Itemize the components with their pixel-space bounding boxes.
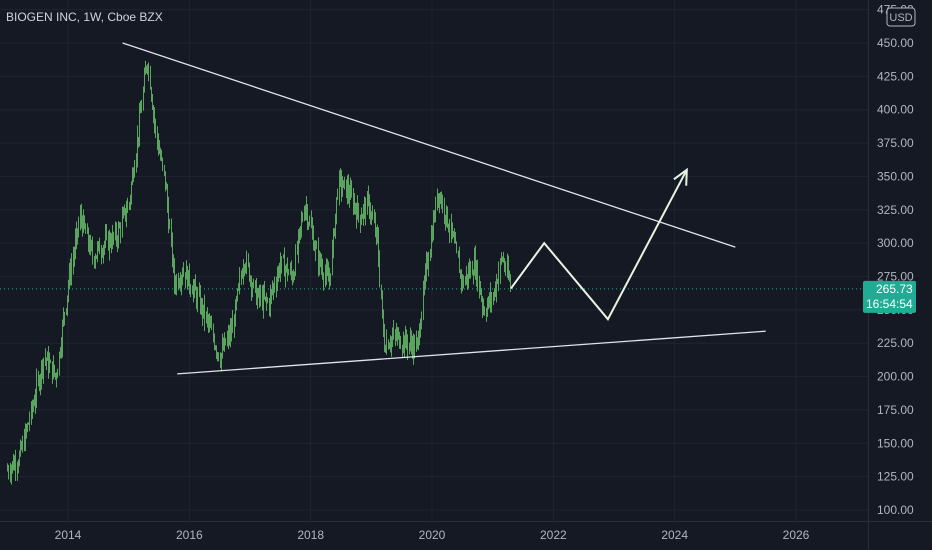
x-tick-label: 2018 bbox=[297, 528, 324, 542]
y-tick-label: 400.00 bbox=[877, 103, 914, 117]
y-tick-label: 300.00 bbox=[877, 236, 914, 250]
chart-title: BIOGEN INC, 1W, Cboe BZX bbox=[6, 10, 163, 24]
currency-badge[interactable]: USD bbox=[886, 7, 916, 27]
y-tick-label: 350.00 bbox=[877, 169, 914, 183]
projection-path bbox=[510, 169, 688, 321]
currency-badge-label: USD bbox=[889, 12, 912, 24]
x-tick-label: 2020 bbox=[419, 528, 446, 542]
y-tick-label: 175.00 bbox=[877, 403, 914, 417]
y-tick-label: 200.00 bbox=[877, 370, 914, 384]
price-tag-value: 265.73 bbox=[876, 282, 913, 296]
y-tick-label: 375.00 bbox=[877, 136, 914, 150]
y-tick-label: 325.00 bbox=[877, 203, 914, 217]
y-tick-label: 450.00 bbox=[877, 36, 914, 50]
x-tick-label: 2016 bbox=[176, 528, 203, 542]
resistance-trendline bbox=[122, 42, 736, 248]
price-candles bbox=[0, 60, 868, 485]
y-tick-label: 275.00 bbox=[877, 270, 914, 284]
y-tick-label: 100.00 bbox=[877, 503, 914, 517]
support-trendline bbox=[177, 330, 766, 375]
price-tag-box bbox=[863, 280, 916, 313]
chart-grid bbox=[0, 0, 868, 521]
x-tick-label: 2024 bbox=[661, 528, 688, 542]
projection-arrowhead bbox=[673, 167, 688, 186]
x-tick-label: 2022 bbox=[540, 528, 567, 542]
trend-drawings bbox=[122, 42, 766, 375]
currency-badge-box bbox=[886, 7, 916, 27]
x-tick-label: 2014 bbox=[55, 528, 82, 542]
y-tick-label: 425.00 bbox=[877, 69, 914, 83]
current-price-tag: 265.73 16:54:54 bbox=[863, 280, 916, 313]
y-tick-label: 225.00 bbox=[877, 336, 914, 350]
y-tick-label: 150.00 bbox=[877, 436, 914, 450]
price-tag-countdown: 16:54:54 bbox=[866, 297, 913, 311]
x-tick-label: 2026 bbox=[783, 528, 810, 542]
y-tick-label: 125.00 bbox=[877, 470, 914, 484]
